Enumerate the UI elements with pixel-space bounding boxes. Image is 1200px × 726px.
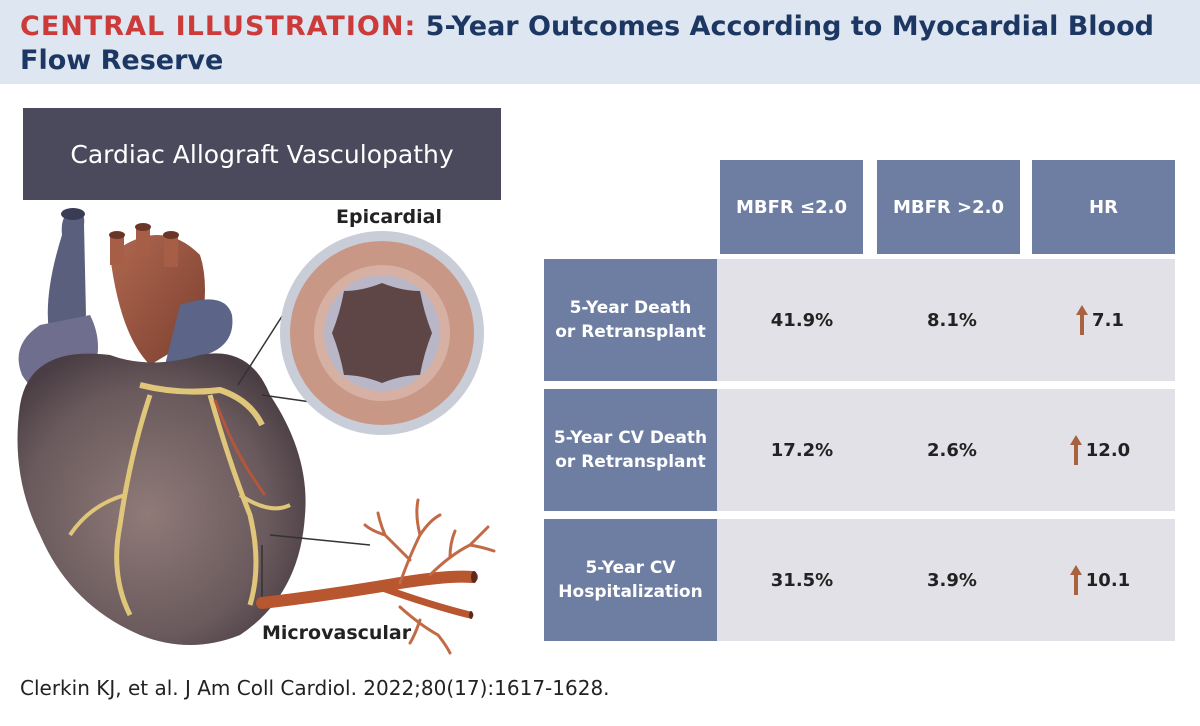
table-row: [717, 519, 1175, 641]
hr-value: 12.0: [1085, 439, 1131, 461]
cell-hr: 12.0: [1025, 389, 1175, 511]
hr-value: 10.1: [1085, 569, 1131, 591]
cell-mbfr-low: 17.2%: [770, 439, 834, 461]
column-header-mbfr-high: MBFR >2.0: [877, 160, 1020, 254]
header-title-line-2: Flow Reserve: [20, 45, 224, 76]
cell-hr: 7.1: [1025, 259, 1175, 381]
title-text: 5-Year Outcomes According to Myocardial …: [425, 11, 1154, 42]
table-row: [717, 259, 1175, 381]
cell-mbfr-high: 8.1%: [927, 309, 977, 331]
central-illustration-label: CENTRAL ILLUSTRATION:: [20, 11, 417, 42]
citation: Clerkin KJ, et al. J Am Coll Cardiol. 20…: [20, 676, 610, 700]
arrow-up-icon: [1069, 565, 1082, 595]
hr-value: 7.1: [1092, 309, 1124, 331]
header-title-line-1: CENTRAL ILLUSTRATION: 5-Year Outcomes Ac…: [20, 10, 1180, 44]
microvascular-label: Microvascular: [262, 622, 412, 644]
table-row: [717, 389, 1175, 511]
cell-mbfr-low: 31.5%: [770, 569, 834, 591]
column-header-mbfr-low: MBFR ≤2.0: [720, 160, 863, 254]
cell-mbfr-low: 41.9%: [770, 309, 834, 331]
cell-mbfr-high: 3.9%: [927, 569, 977, 591]
heart-illustration: [17, 208, 496, 655]
cell-mbfr-high: 2.6%: [927, 439, 977, 461]
cav-banner: Cardiac Allograft Vasculopathy: [23, 108, 501, 200]
epicardial-label: Epicardial: [336, 206, 442, 228]
row-label: 5-Year Death or Retransplant: [544, 259, 717, 381]
row-label: 5-Year CV Hospitalization: [544, 519, 717, 641]
row-label: 5-Year CV Death or Retransplant: [544, 389, 717, 511]
column-header-hr: HR: [1032, 160, 1175, 254]
arrow-up-icon: [1069, 435, 1082, 465]
arrow-up-icon: [1076, 305, 1089, 335]
header-bar: CENTRAL ILLUSTRATION: 5-Year Outcomes Ac…: [0, 0, 1200, 84]
cell-hr: 10.1: [1025, 519, 1175, 641]
